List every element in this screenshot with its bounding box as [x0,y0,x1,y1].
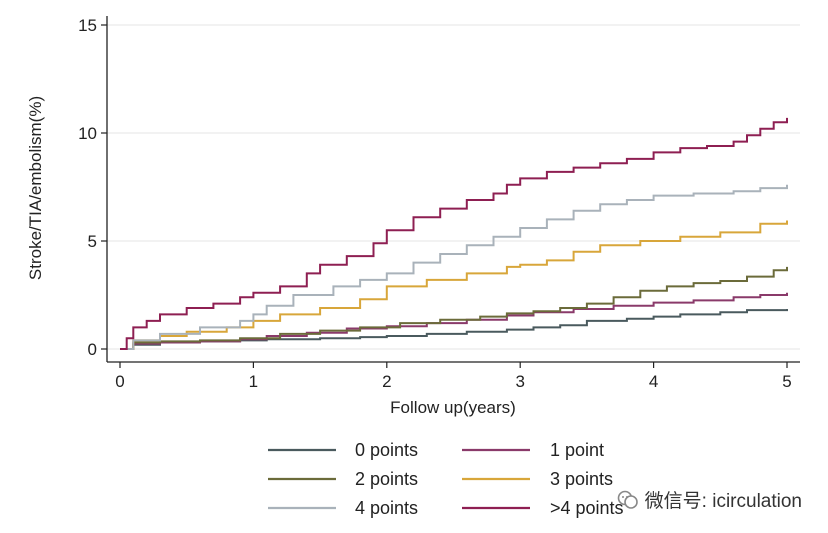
x-axis-title: Follow up(years) [390,398,516,417]
watermark: 微信号: icirculation [617,486,802,513]
series-line [120,309,788,350]
x-tick-label: 2 [382,372,391,391]
legend-label: 2 points [355,469,418,489]
grid-lines [107,24,800,350]
legend-label: >4 points [550,498,624,518]
legend: 0 points 1 point 2 points 3 points 4 points >… [268,440,624,518]
y-tick-label: 0 [88,340,97,359]
series-line [120,117,788,350]
wechat-icon [617,490,638,509]
series-line [120,266,788,350]
x-tick-label: 1 [249,372,258,391]
watermark-text: 微信号: icirculation [644,491,802,512]
y-axis-title: Stroke/TIA/embolism(%) [26,96,45,280]
series-line [120,184,788,350]
y-tick-label: 5 [88,232,97,251]
legend-label: 3 points [550,469,613,489]
x-tick-label: 4 [649,372,658,391]
legend-label: 0 points [355,440,418,460]
y-tick-label: 15 [78,16,97,35]
x-tick-label: 0 [115,372,124,391]
series-lines [120,117,788,350]
y-tick-label: 10 [78,124,97,143]
x-tick-label: 5 [782,372,791,391]
x-tick-label: 3 [515,372,524,391]
series-line [120,220,788,350]
legend-label: 1 point [550,440,604,460]
axes: 0 5 10 15 0 1 2 3 4 5 [78,16,800,391]
legend-label: 4 points [355,498,418,518]
